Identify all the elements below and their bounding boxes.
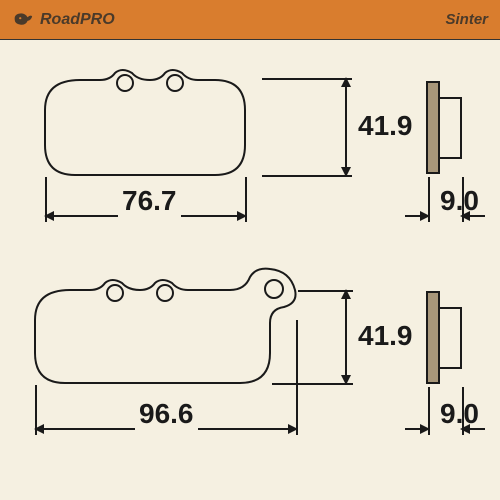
dim-bottom-width: 96.6 [135, 398, 198, 430]
dim-top-width: 76.7 [118, 185, 181, 217]
dim-top-height: 41.9 [358, 110, 413, 142]
arrow-icon [288, 424, 298, 434]
brand-suffix: PRO [80, 11, 115, 28]
side-profile-bottom [425, 290, 465, 385]
ext-line [262, 175, 352, 177]
ext-line [296, 320, 298, 435]
dim-bottom-thickness: 9.0 [440, 398, 479, 430]
arrow-icon [341, 289, 351, 299]
brand-text: RoadPRO [40, 11, 115, 29]
dim-line [345, 296, 347, 378]
dim-line [345, 84, 347, 170]
brand: RoadPRO [12, 9, 115, 31]
ext-line [262, 78, 352, 80]
dim-top-thickness: 9.0 [440, 185, 479, 217]
arrow-icon [44, 211, 54, 221]
arrow-icon [341, 167, 351, 177]
side-profile-top [425, 80, 465, 175]
product-type: Sinter [445, 11, 488, 28]
arrow-icon [237, 211, 247, 221]
header-bar: RoadPRO Sinter [0, 0, 500, 40]
arrow-icon [341, 77, 351, 87]
brake-pad-top [30, 65, 260, 185]
arrow-icon [34, 424, 44, 434]
brand-logo-icon [12, 9, 34, 31]
dim-line [405, 215, 423, 217]
arrow-icon [341, 375, 351, 385]
dim-bottom-height: 41.9 [358, 320, 413, 352]
brand-prefix: Road [40, 11, 80, 28]
diagram-area: 41.9 76.7 9.0 41.9 96.6 [0, 40, 500, 500]
brake-pad-bottom [20, 265, 310, 395]
dim-line [405, 428, 423, 430]
